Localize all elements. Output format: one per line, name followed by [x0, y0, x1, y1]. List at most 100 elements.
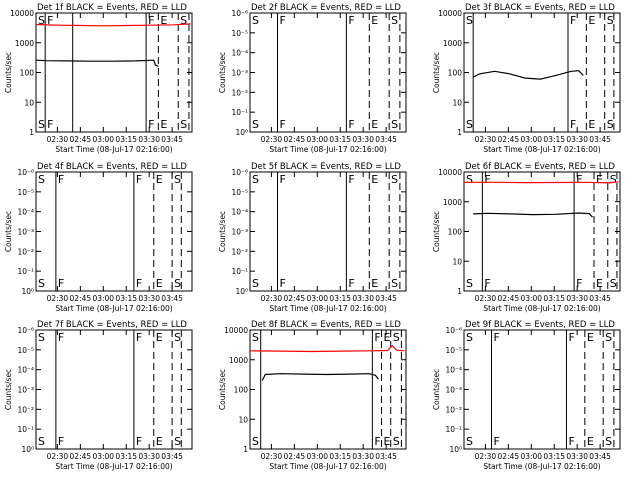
marker-label-bottom: S: [252, 277, 259, 290]
series-line-lld: [35, 23, 191, 27]
marker-label-bottom: S: [38, 277, 45, 290]
marker-label-top: F: [148, 14, 154, 27]
y-tick-label: 10: [452, 98, 462, 107]
y-tick-label: 1: [243, 445, 248, 454]
y-tick-label: 10⁻⁴: [231, 49, 248, 58]
x-tick-label: 03:15: [329, 452, 351, 461]
marker-label-top: F: [576, 173, 582, 186]
marker-label-top: F: [136, 331, 142, 344]
marker-label-top: S: [38, 331, 45, 344]
marker-label-bottom: S: [610, 277, 617, 290]
x-tick-label: 03:30: [352, 452, 374, 461]
plot-frame: [249, 171, 407, 292]
panel-title: Det 7f BLACK = Events, RED = LLD: [37, 320, 187, 330]
x-tick-label: 03:30: [566, 452, 588, 461]
marker-label-top: S: [466, 173, 473, 186]
x-tick-label: 03:15: [329, 135, 351, 144]
y-tick-label: 10⁰: [21, 445, 34, 454]
marker-label-top: F: [348, 14, 354, 27]
x-tick-label: 03:45: [375, 452, 397, 461]
x-tick-label: 03:00: [92, 294, 114, 303]
panel-det-4: Det 4f BLACK = Events, RED = LLD 10⁰ 10⁻¹ 1…: [4, 162, 193, 313]
y-tick-label: 100: [448, 228, 463, 237]
panel-title: Det 6f BLACK = Events, RED = LLD: [465, 162, 615, 172]
y-axis-label: Counts/sec: [218, 52, 227, 93]
marker-label-top: S: [466, 14, 473, 27]
y-tick-label: 10⁻¹: [231, 267, 248, 276]
y-tick-label: 10⁻⁴: [17, 208, 34, 217]
marker-label-bottom: F: [280, 118, 286, 131]
x-tick-label: 02:45: [498, 452, 520, 461]
marker-label-bottom: F: [58, 435, 64, 448]
x-tick-label: 03:45: [161, 135, 183, 144]
x-tick-label: 02:45: [498, 135, 520, 144]
marker-label-bottom: S: [466, 277, 473, 290]
x-tick-label: 03:00: [520, 135, 542, 144]
x-axis-label: Start Time (08-Jul-17 02:16:00): [55, 304, 172, 313]
x-tick-label: 02:30: [47, 452, 69, 461]
x-axis-label: Start Time (08-Jul-17 02:16:00): [483, 304, 600, 313]
x-axis-label: Start Time (08-Jul-17 02:16:00): [269, 304, 386, 313]
y-tick-label: 10⁻⁶: [231, 9, 248, 18]
marker-label-top: F: [280, 173, 286, 186]
marker-label-top: S: [466, 331, 473, 344]
x-tick-label: 03:00: [306, 135, 328, 144]
panel-det-6: Det 6f BLACK = Events, RED = LLD 1 10 100 10…: [432, 162, 621, 313]
marker-label-bottom: F: [348, 118, 354, 131]
panel-title: Det 2f BLACK = Events, RED = LLD: [251, 3, 401, 13]
y-axis-label: Counts/sec: [432, 369, 441, 410]
x-tick-label: 03:30: [138, 294, 160, 303]
marker-label-top: S: [391, 173, 398, 186]
x-tick-label: 02:45: [70, 135, 92, 144]
marker-label-top: F: [374, 331, 380, 344]
x-tick-label: 02:30: [47, 294, 69, 303]
y-tick-label: 10⁻³: [231, 69, 248, 78]
panel-det-2: Det 2f BLACK = Events, RED = LLD 10⁰ 10⁻¹ 1…: [218, 3, 407, 154]
y-tick-label: 10⁻¹: [231, 108, 248, 117]
marker-label-bottom: S: [605, 435, 612, 448]
marker-label-top: F: [484, 173, 490, 186]
marker-label-top: E: [587, 331, 594, 344]
marker-label-bottom: E: [160, 118, 167, 131]
series-line-events: [472, 70, 584, 80]
y-tick-label: 1: [29, 128, 34, 137]
x-tick-label: 03:45: [375, 294, 397, 303]
marker-label-bottom: E: [588, 118, 595, 131]
x-tick-label: 02:30: [261, 135, 283, 144]
series-line-events: [473, 212, 593, 218]
x-tick-label: 02:30: [261, 294, 283, 303]
y-axis-label: Counts/sec: [4, 52, 13, 93]
panel-det-9: Det 9f BLACK = Events, RED = LLD 10⁰ 10⁻¹ 1…: [432, 320, 621, 471]
series-line-lld: [249, 344, 405, 353]
y-tick-label: 10⁻²: [231, 88, 248, 97]
x-tick-label: 02:30: [475, 294, 497, 303]
marker-label-top: E: [371, 173, 378, 186]
y-tick-label: 10⁻³: [445, 386, 462, 395]
y-tick-label: 10⁰: [235, 287, 248, 296]
panel-title: Det 4f BLACK = Events, RED = LLD: [37, 162, 187, 172]
x-tick-label: 03:00: [306, 294, 328, 303]
y-tick-label: 10⁻³: [17, 228, 34, 237]
marker-label-top: E: [588, 14, 595, 27]
y-tick-label: 100: [20, 69, 35, 78]
marker-label-top: S: [174, 331, 181, 344]
plot-frame: [35, 171, 193, 292]
x-tick-label: 03:45: [589, 135, 611, 144]
marker-label-top: F: [47, 14, 53, 27]
y-tick-label: 10000: [10, 9, 34, 18]
marker-label-top: E: [596, 173, 603, 186]
y-tick-label: 10⁻²: [17, 247, 34, 256]
x-tick-label: 03:45: [589, 452, 611, 461]
x-tick-label: 03:30: [138, 452, 160, 461]
marker-label-top: S: [252, 173, 259, 186]
x-tick-label: 03:45: [375, 135, 397, 144]
marker-label-bottom: E: [371, 118, 378, 131]
y-tick-label: 10⁻²: [17, 405, 34, 414]
marker-label-bottom: E: [384, 435, 391, 448]
x-tick-label: 03:15: [543, 135, 565, 144]
panel-det-3: Det 3f BLACK = Events, RED = LLD 1 10 100 10…: [432, 3, 621, 154]
y-tick-label: 100: [234, 386, 249, 395]
y-tick-label: 10⁻⁶: [445, 326, 462, 335]
y-tick-label: 10⁻⁵: [231, 188, 248, 197]
y-tick-label: 10⁻⁶: [231, 168, 248, 177]
